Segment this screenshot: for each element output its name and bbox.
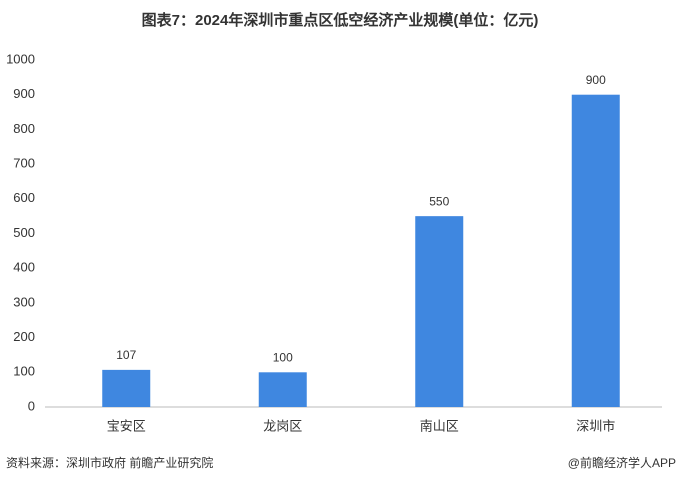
y-tick-label: 100 [13,364,35,379]
value-label: 550 [429,194,449,208]
y-tick-label: 500 [13,225,35,240]
x-tick-label: 深圳市 [576,418,615,433]
chart-title: 图表7：2024年深圳市重点区低空经济产业规模(单位：亿元) [142,11,539,29]
y-tick-label: 700 [13,156,35,171]
y-tick-label: 400 [13,260,35,275]
y-tick-label: 800 [13,121,35,136]
y-tick-label: 1000 [6,51,35,66]
y-tick-label: 0 [28,398,35,413]
value-label: 900 [586,73,606,87]
y-tick-label: 200 [13,329,35,344]
source-note: 资料来源：深圳市政府 前瞻产业研究院 [6,455,213,470]
value-label: 100 [273,350,293,364]
y-tick-label: 600 [13,190,35,205]
bar [415,216,464,407]
x-tick-label: 龙岗区 [263,418,302,433]
bar [571,94,620,407]
y-tick-label: 900 [13,86,35,101]
x-tick-label: 南山区 [420,418,459,433]
bar [258,372,307,407]
y-tick-label: 300 [13,294,35,309]
bar [102,369,151,407]
credit: @前瞻经济学人APP [568,455,676,470]
x-tick-label: 宝安区 [107,418,146,433]
value-label: 107 [116,348,136,362]
